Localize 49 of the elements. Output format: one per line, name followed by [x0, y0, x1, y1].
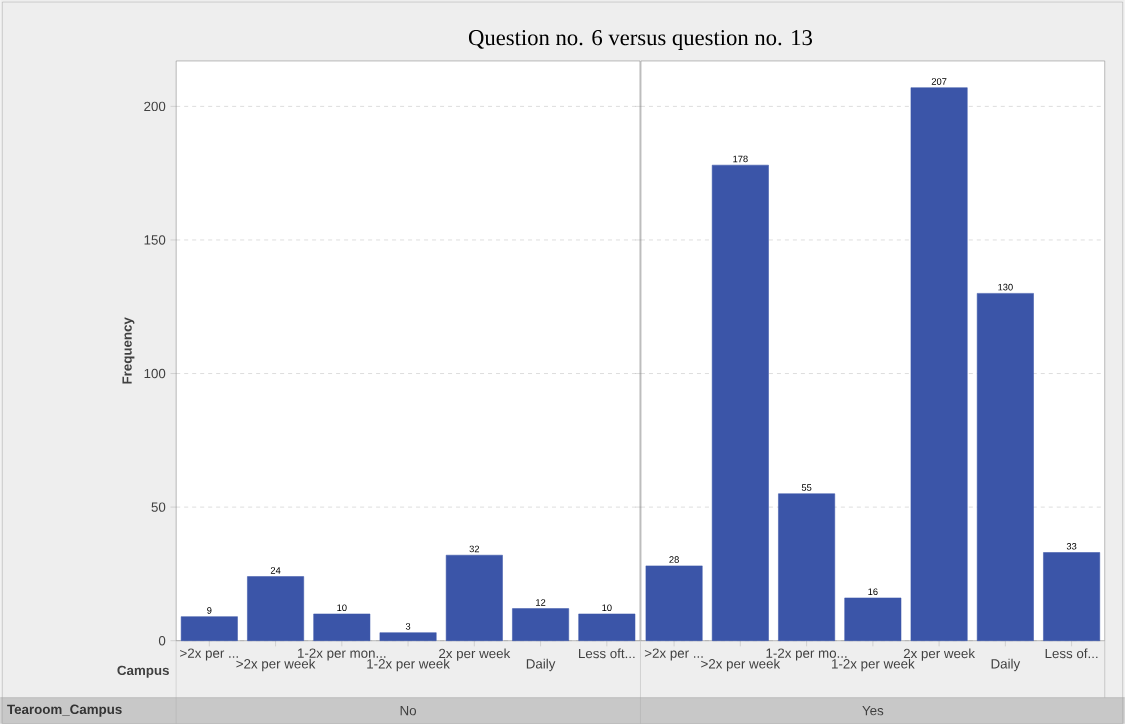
x-tick-label: >2x per ...: [180, 648, 238, 661]
text: No: [400, 706, 417, 716]
bar: [910, 87, 968, 641]
x-tick-label: 1-2x per week: [832, 658, 915, 672]
x-tick-label: 1-2x per week: [367, 658, 450, 672]
bar: [512, 608, 569, 641]
data-label: 33: [1066, 543, 1077, 550]
bar: [1043, 552, 1101, 641]
bar: [180, 616, 238, 641]
bar: [247, 576, 304, 641]
data-label: 16: [868, 588, 878, 596]
y-tick-label: 100: [144, 368, 166, 379]
bar: [645, 565, 703, 641]
y-tick-label: 0: [158, 636, 166, 646]
y-axis-title: Frequency: [122, 317, 135, 384]
data-label: 3: [405, 623, 411, 630]
data-label: 178: [733, 155, 748, 163]
y-tick-label: 200: [144, 101, 166, 112]
data-label: 12: [536, 599, 546, 606]
data-label: 10: [602, 604, 612, 612]
x-tick-label: Daily: [526, 658, 556, 672]
x-tick-label: >2x per ...: [644, 648, 703, 661]
x-tick-label: >2x per week: [236, 658, 316, 672]
x-tick-label: Daily: [991, 658, 1021, 672]
data-label: 130: [998, 283, 1013, 291]
x-axis-title: Campus: [117, 665, 169, 678]
bar: [778, 493, 836, 641]
text: Yes: [862, 706, 884, 716]
y-tick-label: 50: [151, 502, 166, 512]
data-label: 32: [469, 545, 480, 553]
x-tick-label: >2x per week: [701, 658, 781, 672]
x-tick-label: Less oft...: [579, 648, 635, 659]
y-tick-label: 150: [144, 235, 166, 245]
x-tick-label: Less of...: [1045, 648, 1098, 659]
data-label: 24: [270, 567, 281, 574]
data-label: 55: [801, 484, 812, 491]
text: Tearoom_Campus: [7, 704, 122, 717]
data-label: 207: [931, 78, 947, 85]
bar: [844, 597, 902, 641]
bar: [313, 613, 371, 641]
data-label: 10: [337, 604, 347, 612]
bar: [445, 554, 503, 641]
bar: [379, 632, 437, 641]
bar: [976, 293, 1034, 641]
bar: [711, 164, 769, 641]
bar: [578, 613, 636, 641]
data-label: 9: [207, 607, 212, 614]
data-label: 28: [669, 556, 679, 563]
chart-title: Question no. 6 versus question no. 13: [468, 30, 813, 50]
